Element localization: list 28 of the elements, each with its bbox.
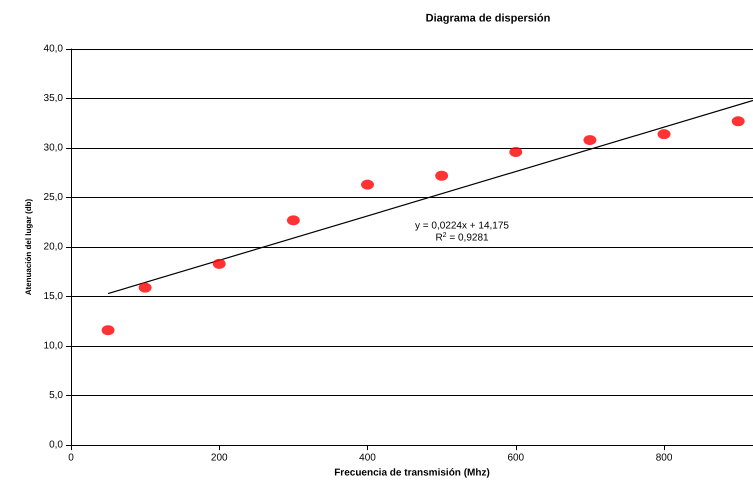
y-tick-label: 40,0 xyxy=(44,44,64,54)
point xyxy=(435,170,448,181)
y-tick-label: 15,0 xyxy=(44,291,64,302)
point xyxy=(286,215,300,226)
y-tick-label: 10,0 xyxy=(44,340,64,352)
point xyxy=(361,180,374,190)
y-tick-label: 25,0 xyxy=(44,192,64,204)
x-tick-label: 600 xyxy=(507,452,525,464)
y-tick-label: 35,0 xyxy=(44,93,64,104)
chart-title: Diagrama de dispersión xyxy=(426,12,551,24)
y-tick-label: 20,0 xyxy=(44,242,64,253)
annotation: y = 0,0224x + 14,175 xyxy=(415,220,510,232)
point xyxy=(102,325,115,336)
point xyxy=(509,146,522,157)
point xyxy=(658,129,671,140)
point xyxy=(732,116,745,126)
y-tick-label: 0,0 xyxy=(49,440,64,451)
y-tick-label: 30,0 xyxy=(44,142,64,154)
point xyxy=(212,258,226,269)
x-tick-label: 200 xyxy=(210,452,228,464)
x-tick-label: 0 xyxy=(68,452,74,464)
y-tick-label: 5,0 xyxy=(49,390,64,402)
point xyxy=(138,282,152,293)
y-axis-title: Atenuación del lugar (db) xyxy=(24,198,34,296)
point xyxy=(583,135,596,146)
x-axis-title: Frecuencia de transmisión (Mhz) xyxy=(334,468,490,478)
x-tick-label: 800 xyxy=(656,452,673,464)
x-tick-label: 400 xyxy=(359,452,376,464)
